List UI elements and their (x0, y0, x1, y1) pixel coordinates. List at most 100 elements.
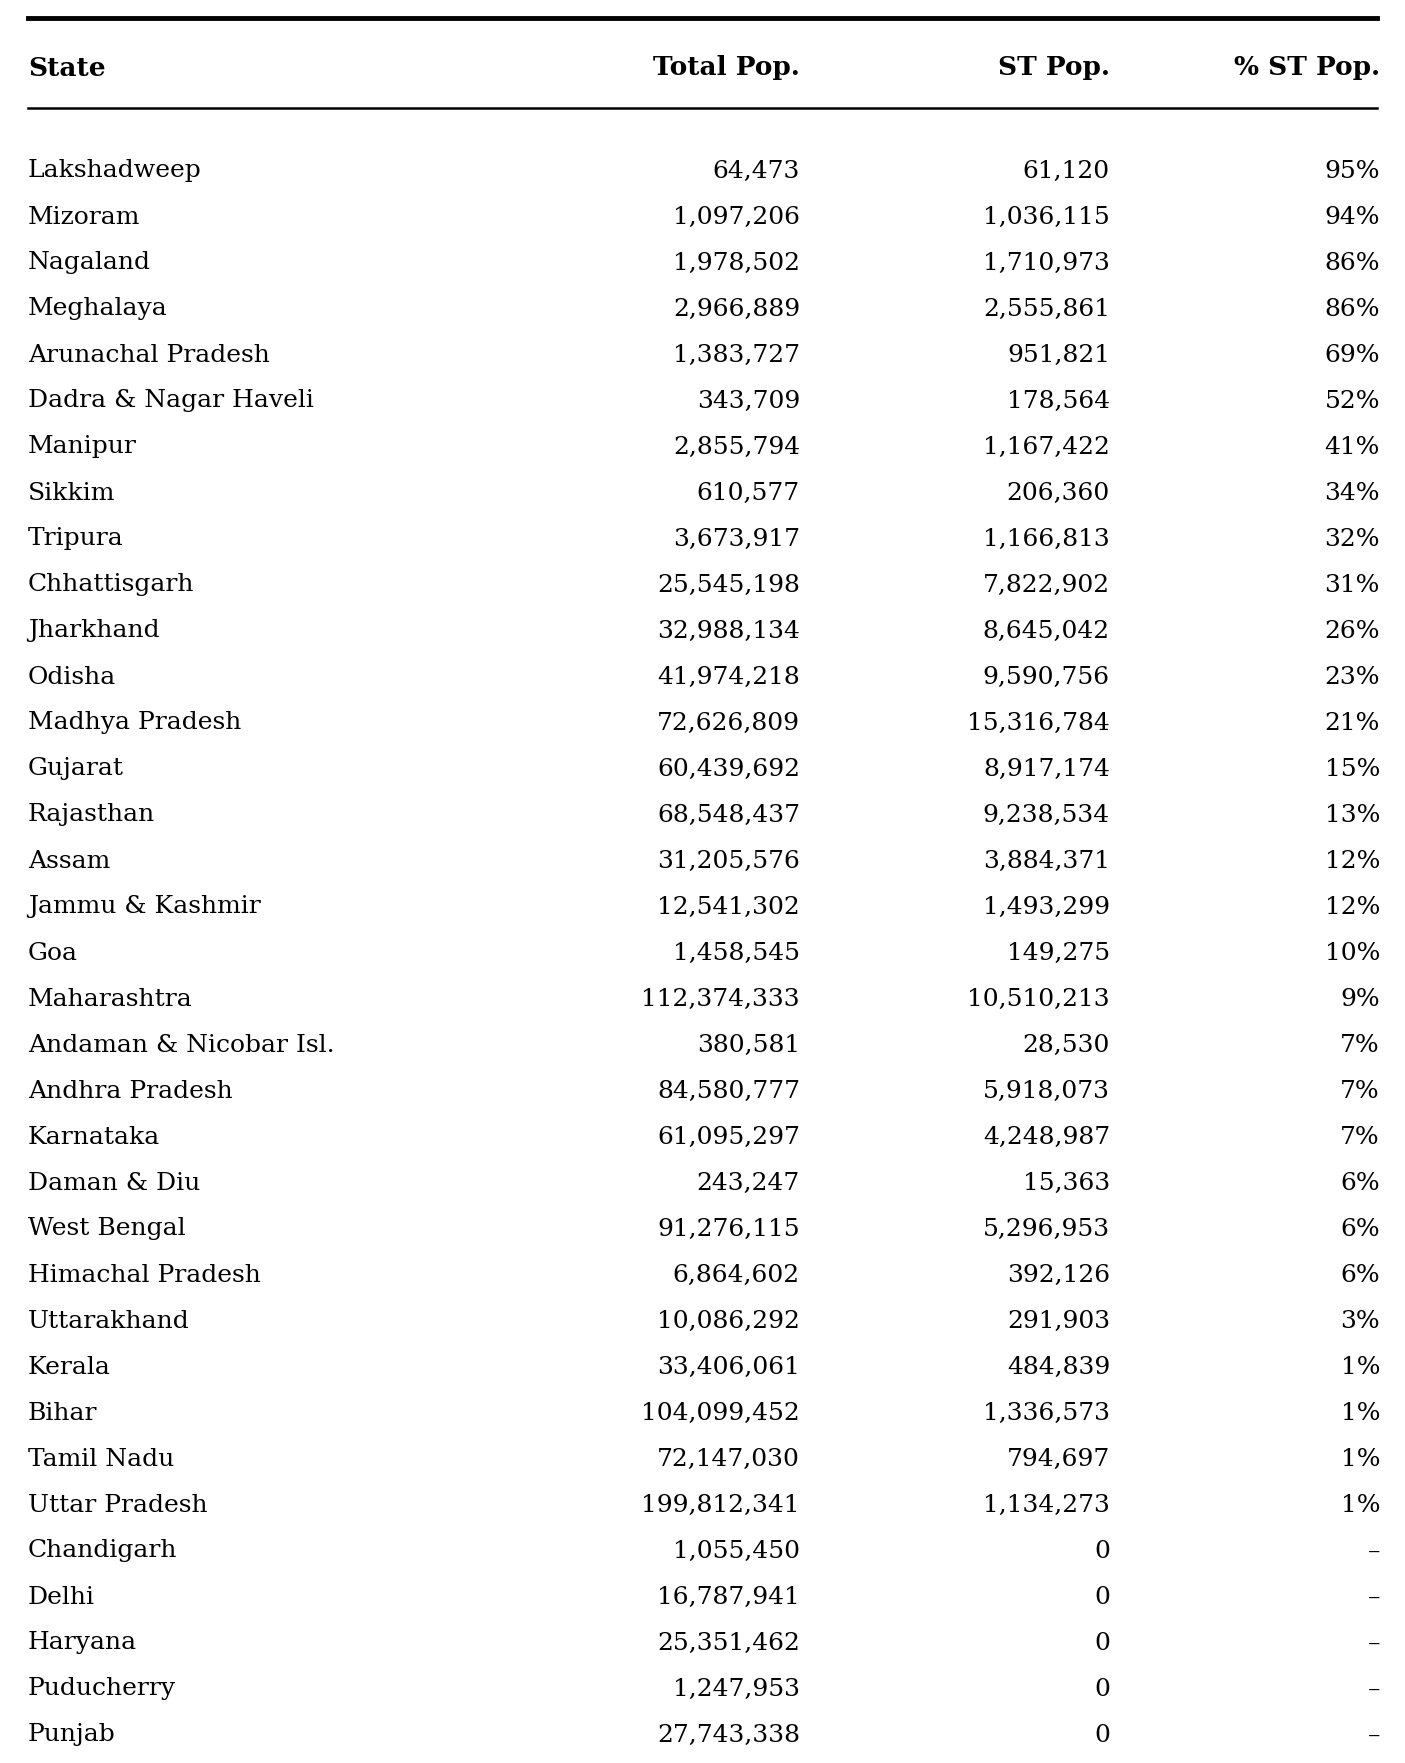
Text: 6%: 6% (1340, 1171, 1380, 1195)
Text: Mizoram: Mizoram (28, 206, 140, 229)
Text: 61,120: 61,120 (1023, 159, 1110, 183)
Text: –: – (1367, 1724, 1380, 1747)
Text: Lakshadweep: Lakshadweep (28, 159, 202, 183)
Text: 10,510,213: 10,510,213 (968, 987, 1110, 1010)
Text: West Bengal: West Bengal (28, 1218, 185, 1241)
Text: 291,903: 291,903 (1007, 1310, 1110, 1333)
Text: 7%: 7% (1340, 1033, 1380, 1056)
Text: 1,167,422: 1,167,422 (983, 435, 1110, 458)
Text: 1,097,206: 1,097,206 (673, 206, 799, 229)
Text: 23%: 23% (1325, 665, 1380, 689)
Text: 4,248,987: 4,248,987 (983, 1125, 1110, 1148)
Text: 94%: 94% (1325, 206, 1380, 229)
Text: 26%: 26% (1325, 619, 1380, 642)
Text: 41%: 41% (1325, 435, 1380, 458)
Text: 951,821: 951,821 (1007, 344, 1110, 367)
Text: 25,351,462: 25,351,462 (658, 1631, 799, 1654)
Text: 5,296,953: 5,296,953 (983, 1218, 1110, 1241)
Text: 41,974,218: 41,974,218 (658, 665, 799, 689)
Text: 69%: 69% (1325, 344, 1380, 367)
Text: 9,590,756: 9,590,756 (983, 665, 1110, 689)
Text: 7%: 7% (1340, 1079, 1380, 1102)
Text: Dadra & Nagar Haveli: Dadra & Nagar Haveli (28, 390, 313, 413)
Text: 1,036,115: 1,036,115 (983, 206, 1110, 229)
Text: Kerala: Kerala (28, 1356, 111, 1379)
Text: Goa: Goa (28, 941, 79, 964)
Text: 7,822,902: 7,822,902 (983, 573, 1110, 596)
Text: 15%: 15% (1325, 758, 1380, 781)
Text: 8,917,174: 8,917,174 (983, 758, 1110, 781)
Text: 12,541,302: 12,541,302 (658, 896, 799, 919)
Text: Sikkim: Sikkim (28, 481, 115, 504)
Text: Arunachal Pradesh: Arunachal Pradesh (28, 344, 270, 367)
Text: 1%: 1% (1340, 1402, 1380, 1425)
Text: Uttar Pradesh: Uttar Pradesh (28, 1493, 208, 1516)
Text: 6,864,602: 6,864,602 (673, 1264, 799, 1287)
Text: 484,839: 484,839 (1007, 1356, 1110, 1379)
Text: 1,458,545: 1,458,545 (673, 941, 799, 964)
Text: –: – (1367, 1585, 1380, 1608)
Text: Rajasthan: Rajasthan (28, 804, 155, 827)
Text: 199,812,341: 199,812,341 (642, 1493, 799, 1516)
Text: 8,645,042: 8,645,042 (983, 619, 1110, 642)
Text: 32,988,134: 32,988,134 (658, 619, 799, 642)
Text: Jharkhand: Jharkhand (28, 619, 160, 642)
Text: 25,545,198: 25,545,198 (658, 573, 799, 596)
Text: Tamil Nadu: Tamil Nadu (28, 1447, 174, 1470)
Text: Delhi: Delhi (28, 1585, 96, 1608)
Text: 1,336,573: 1,336,573 (983, 1402, 1110, 1425)
Text: 392,126: 392,126 (1007, 1264, 1110, 1287)
Text: 32%: 32% (1325, 527, 1380, 550)
Text: 31,205,576: 31,205,576 (658, 850, 799, 873)
Text: –: – (1367, 1539, 1380, 1562)
Text: 28,530: 28,530 (1023, 1033, 1110, 1056)
Text: 72,626,809: 72,626,809 (658, 712, 799, 735)
Text: 91,276,115: 91,276,115 (658, 1218, 799, 1241)
Text: –: – (1367, 1631, 1380, 1654)
Text: 1%: 1% (1340, 1493, 1380, 1516)
Text: 0: 0 (1094, 1724, 1110, 1747)
Text: 9,238,534: 9,238,534 (983, 804, 1110, 827)
Text: 16,787,941: 16,787,941 (658, 1585, 799, 1608)
Text: 52%: 52% (1325, 390, 1380, 413)
Text: 1,166,813: 1,166,813 (983, 527, 1110, 550)
Text: 7%: 7% (1340, 1125, 1380, 1148)
Text: 1,710,973: 1,710,973 (983, 252, 1110, 275)
Text: 0: 0 (1094, 1631, 1110, 1654)
Text: 343,709: 343,709 (697, 390, 799, 413)
Text: 2,966,889: 2,966,889 (673, 298, 799, 321)
Text: 84,580,777: 84,580,777 (658, 1079, 799, 1102)
Text: 60,439,692: 60,439,692 (658, 758, 799, 781)
Text: Assam: Assam (28, 850, 110, 873)
Text: 2,555,861: 2,555,861 (983, 298, 1110, 321)
Text: 1,247,953: 1,247,953 (673, 1678, 799, 1701)
Text: 21%: 21% (1325, 712, 1380, 735)
Text: Total Pop.: Total Pop. (653, 55, 799, 81)
Text: 794,697: 794,697 (1007, 1447, 1110, 1470)
Text: Haryana: Haryana (28, 1631, 138, 1654)
Text: 178,564: 178,564 (1007, 390, 1110, 413)
Text: 1,383,727: 1,383,727 (673, 344, 799, 367)
Text: Manipur: Manipur (28, 435, 136, 458)
Text: 1,978,502: 1,978,502 (673, 252, 799, 275)
Text: –: – (1367, 1678, 1380, 1701)
Text: 6%: 6% (1340, 1264, 1380, 1287)
Text: 149,275: 149,275 (1007, 941, 1110, 964)
Text: Maharashtra: Maharashtra (28, 987, 192, 1010)
Text: Gujarat: Gujarat (28, 758, 124, 781)
Text: 95%: 95% (1325, 159, 1380, 183)
Text: 68,548,437: 68,548,437 (658, 804, 799, 827)
Text: 9%: 9% (1340, 987, 1380, 1010)
Text: 0: 0 (1094, 1539, 1110, 1562)
Text: Daman & Diu: Daman & Diu (28, 1171, 201, 1195)
Text: 610,577: 610,577 (697, 481, 799, 504)
Text: 72,147,030: 72,147,030 (658, 1447, 799, 1470)
Text: 3,884,371: 3,884,371 (983, 850, 1110, 873)
Text: 86%: 86% (1325, 252, 1380, 275)
Text: Odisha: Odisha (28, 665, 117, 689)
Text: Bihar: Bihar (28, 1402, 97, 1425)
Text: Karnataka: Karnataka (28, 1125, 160, 1148)
Text: Andhra Pradesh: Andhra Pradesh (28, 1079, 233, 1102)
Text: 1,493,299: 1,493,299 (983, 896, 1110, 919)
Text: 15,363: 15,363 (1023, 1171, 1110, 1195)
